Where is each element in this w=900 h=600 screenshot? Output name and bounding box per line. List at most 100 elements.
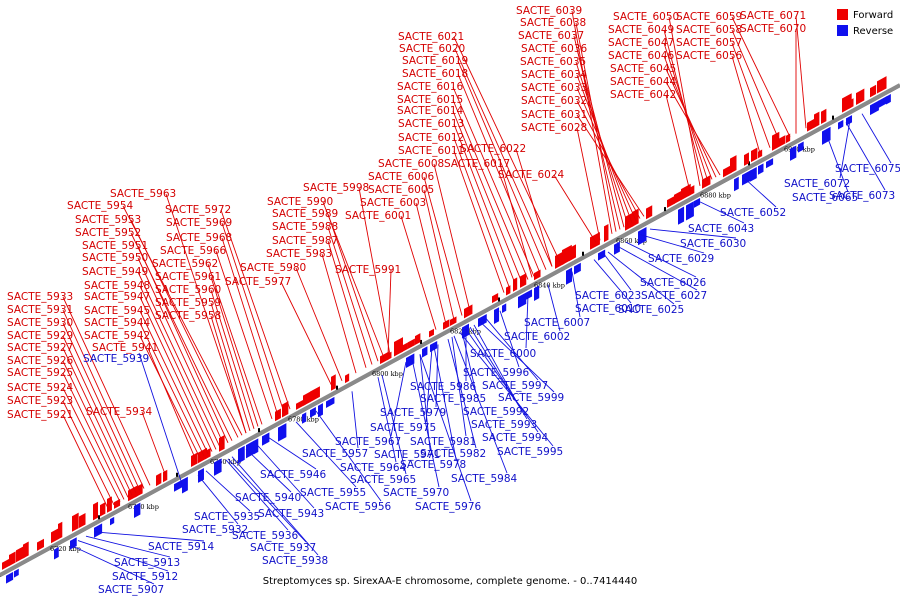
forward-gene-leader [665,81,721,176]
reverse-gene-shape [14,568,19,578]
reverse-gene-shape [494,307,500,325]
forward-gene-label: SACTE_6011 [398,145,464,157]
reverse-gene-label: SACTE_5936 [232,530,299,542]
forward-gene-label: SACTE_5923 [7,395,73,407]
reverse-gene-leader [699,201,745,224]
forward-gene-leader [387,269,392,356]
forward-gene-shape [114,498,121,509]
forward-gene-label: SACTE_5969 [166,217,232,229]
forward-gene-label: SACTE_5991 [335,264,401,276]
reverse-gene-leader [231,456,319,556]
forward-gene-shape [135,483,143,498]
forward-gene-leader [139,296,213,452]
forward-gene-label: SACTE_5959 [155,297,221,309]
reverse-gene-leader [315,410,382,502]
forward-gene-shape [772,131,780,151]
tick-label: 6760 kbp [210,458,241,466]
reverse-gene-label: SACTE_6027 [641,290,707,302]
legend-reverse: Reverse [837,25,893,37]
forward-gene-shape [2,558,10,570]
reverse-gene-shape [518,292,527,309]
forward-gene-label: SACTE_5968 [166,232,232,244]
forward-gene-leader [795,15,807,129]
forward-gene-label: SACTE_5929 [7,330,73,342]
reverse-gene-shape [6,571,14,584]
forward-swatch [837,9,848,20]
forward-gene-label: SACTE_6045 [610,63,676,75]
forward-gene-shape [345,373,350,384]
forward-gene-label: SACTE_6005 [368,184,434,196]
reverse-gene-shape [758,163,764,175]
forward-gene-shape [751,147,758,163]
reverse-gene-shape [302,412,307,424]
reverse-gene-shape [214,458,222,476]
forward-gene-shape [79,512,86,528]
forward-gene-label: SACTE_5945 [84,305,150,317]
forward-gene-shape [667,195,676,208]
forward-gene-leader [665,68,717,178]
reverse-gene-leader [255,443,315,509]
reverse-swatch [837,25,848,36]
reverse-gene-leader [593,259,632,304]
forward-gene-label: SACTE_5998 [303,182,369,194]
reverse-gene-label: SACTE_6075 [835,163,900,175]
tick-mark [258,428,260,433]
reverse-gene-label: SACTE_5907 [98,584,164,596]
forward-gene-shape [128,485,138,502]
forward-gene-label: SACTE_6008 [378,158,444,170]
reverse-gene-leader [485,318,539,381]
reverse-gene-leader [93,531,205,542]
forward-gene-label: SACTE_5958 [155,310,221,322]
reverse-gene-shape [686,201,694,221]
reverse-gene-shape [262,432,270,446]
reverse-gene-label: SACTE_5964 [340,462,407,474]
forward-gene-label: SACTE_6037 [518,30,584,42]
forward-gene-label: SACTE_6024 [498,169,565,181]
reverse-gene-shape [174,479,183,492]
forward-gene-label: SACTE_5972 [165,204,231,216]
legend-forward-label: Forward [853,10,894,21]
forward-gene-leader [731,29,781,143]
tick-mark [336,385,338,390]
forward-gene-label: SACTE_5950 [82,252,148,264]
forward-gene-label: SACTE_6033 [521,82,587,94]
reverse-gene-label: SACTE_6052 [720,207,786,219]
forward-gene-label: SACTE_6042 [610,89,676,101]
forward-gene-label: SACTE_6050 [613,11,679,23]
forward-gene-label: SACTE_5933 [7,291,73,303]
forward-gene-label: SACTE_6019 [402,55,468,67]
forward-gene-shape [415,333,421,346]
reverse-gene-label: SACTE_6073 [829,190,895,202]
reverse-gene-shape [534,285,540,301]
reverse-gene-label: SACTE_5912 [112,571,178,583]
reverse-gene-leader [469,326,528,420]
tick-mark [664,207,666,212]
reverse-gene-shape [574,262,581,275]
tick-mark [176,472,178,477]
forward-gene-leader [553,174,597,243]
forward-gene-shape [625,212,634,231]
reverse-gene-shape [526,289,533,300]
reverse-gene-label: SACTE_5913 [114,557,180,569]
forward-gene-leader [62,296,151,486]
forward-gene-label: SACTE_5949 [82,266,148,278]
forward-gene-label: SACTE_5931 [7,304,73,316]
forward-gene-shape [723,164,732,178]
reverse-gene-shape [278,423,287,442]
forward-gene-label: SACTE_5961 [155,271,221,283]
reverse-gene-label: SACTE_5956 [325,501,392,513]
forward-gene-leader [62,347,133,496]
reverse-gene-leader [381,374,407,475]
reverse-gene-leader [625,241,697,278]
reverse-gene-leader [425,347,433,423]
forward-gene-label: SACTE_5925 [7,367,73,379]
forward-gene-label: SACTE_6044 [610,76,677,88]
forward-gene-shape [156,472,162,487]
reverse-gene-leader [245,448,292,493]
forward-gene-label: SACTE_6047 [608,37,674,49]
reverse-gene-leader [435,344,439,408]
reverse-gene-leader [419,354,472,502]
reverse-gene-leader [473,324,520,407]
forward-gene-shape [569,244,576,262]
reverse-gene-shape [246,440,255,459]
